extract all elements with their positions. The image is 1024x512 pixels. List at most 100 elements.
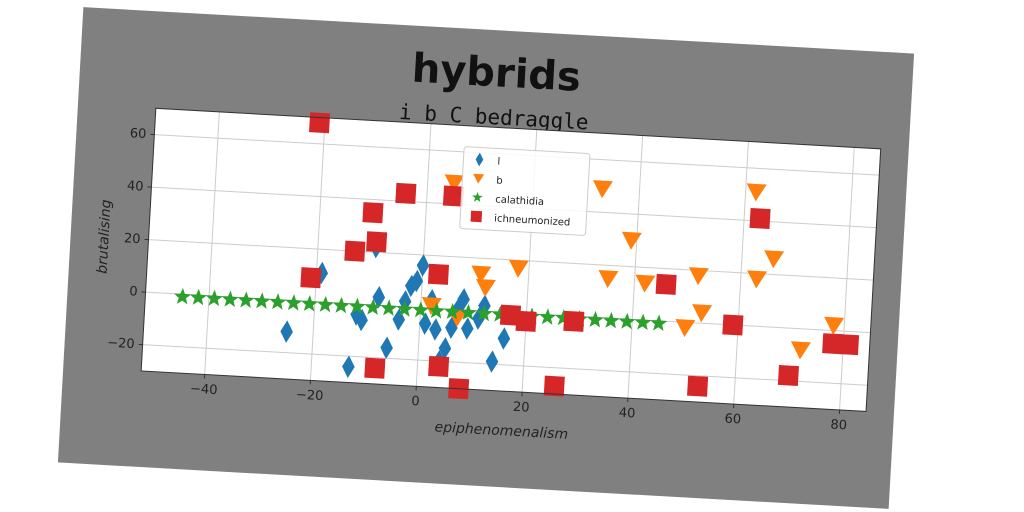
- data-point: [675, 319, 696, 338]
- y-tick-label: 40: [126, 179, 143, 195]
- data-point: [348, 297, 366, 315]
- data-point: [746, 183, 767, 202]
- chart-title: hybrids: [411, 46, 582, 101]
- data-point: [300, 267, 322, 289]
- data-point: [475, 278, 496, 297]
- data-point: [790, 341, 811, 360]
- data-point: [650, 314, 668, 332]
- data-point: [555, 309, 573, 326]
- data-point: [380, 336, 393, 360]
- data-point: [457, 288, 470, 311]
- data-point: [428, 302, 446, 319]
- data-point: [563, 310, 585, 332]
- data-point: [497, 327, 511, 350]
- y-tick-label: 0: [129, 284, 138, 299]
- data-point: [396, 300, 414, 317]
- data-point: [428, 355, 450, 378]
- data-point: [635, 274, 656, 293]
- data-point: [332, 296, 350, 314]
- legend-box: [459, 146, 591, 236]
- data-point: [412, 301, 430, 318]
- x-tick-label: 0: [411, 394, 420, 409]
- legend-label: b: [496, 175, 503, 186]
- data-point: [539, 308, 557, 325]
- data-point: [749, 207, 771, 230]
- data-point: [395, 182, 417, 204]
- data-point: [418, 312, 432, 335]
- y-tick-label: 60: [129, 126, 146, 142]
- legend-marker: [475, 152, 484, 167]
- x-axis-label: epiphenomenalism: [434, 419, 568, 442]
- data-point: [410, 269, 424, 293]
- data-point: [342, 355, 355, 378]
- data-point: [471, 265, 492, 284]
- data-point: [269, 293, 287, 310]
- data-point: [280, 320, 293, 343]
- data-point: [687, 375, 709, 397]
- legend-marker: [470, 210, 483, 223]
- legend-label: ichneumonized: [494, 213, 571, 228]
- data-point: [618, 312, 636, 330]
- data-point: [460, 317, 474, 340]
- legend-marker: [472, 191, 483, 203]
- data-point: [621, 231, 642, 250]
- data-point: [634, 313, 652, 331]
- data-point: [362, 202, 384, 224]
- data-point: [443, 302, 461, 320]
- data-point: [438, 337, 452, 360]
- data-point: [747, 270, 768, 289]
- ticks: −40 −20 0 20 40 60 80 −20 0 20 40 60: [107, 107, 882, 433]
- data-point: [491, 305, 509, 323]
- data-point: [174, 287, 192, 305]
- plot-border: [140, 107, 882, 412]
- legend-label: calathidia: [495, 194, 544, 208]
- data-point: [688, 267, 709, 286]
- data-point: [364, 298, 382, 316]
- data-point: [586, 310, 604, 328]
- data-point: [364, 357, 386, 379]
- data-point: [237, 291, 255, 308]
- data-point: [355, 308, 368, 332]
- data-point: [285, 294, 303, 311]
- x-tick-label: −40: [190, 382, 218, 399]
- data-point: [416, 254, 430, 277]
- data-point: [515, 310, 537, 332]
- data-point: [344, 240, 366, 262]
- data-point: [822, 333, 844, 355]
- data-point: [421, 296, 442, 315]
- data-point: [508, 259, 529, 278]
- grid: [142, 111, 880, 411]
- legend-label: l: [497, 156, 500, 167]
- y-axis-label: brutalising: [95, 199, 115, 274]
- data-point: [253, 292, 271, 309]
- data-point: [543, 375, 565, 397]
- data-point: [189, 288, 208, 306]
- data-point: [427, 263, 450, 285]
- data-point: [499, 304, 522, 326]
- data-point: [221, 290, 239, 308]
- data-point: [444, 174, 465, 193]
- data-point: [777, 364, 799, 387]
- data-point: [475, 304, 493, 322]
- y-tick-label: −20: [107, 336, 135, 353]
- data-point: [837, 334, 860, 356]
- x-tick-label: 80: [830, 417, 847, 433]
- data-point: [692, 304, 713, 323]
- data-point: [301, 294, 319, 312]
- y-tick-label: 20: [124, 231, 141, 247]
- data-point: [429, 318, 442, 341]
- data-point: [824, 316, 845, 335]
- data-point: [598, 269, 619, 288]
- data-point: [655, 273, 677, 295]
- data-point: [372, 286, 386, 309]
- data-point: [764, 250, 785, 269]
- data-point: [205, 289, 223, 307]
- data-point: [459, 303, 477, 321]
- legend-marker: [473, 173, 485, 184]
- x-tick-label: 20: [513, 400, 530, 416]
- x-tick-label: −20: [295, 388, 323, 405]
- data-point: [442, 185, 465, 207]
- y-gridline: [142, 344, 868, 386]
